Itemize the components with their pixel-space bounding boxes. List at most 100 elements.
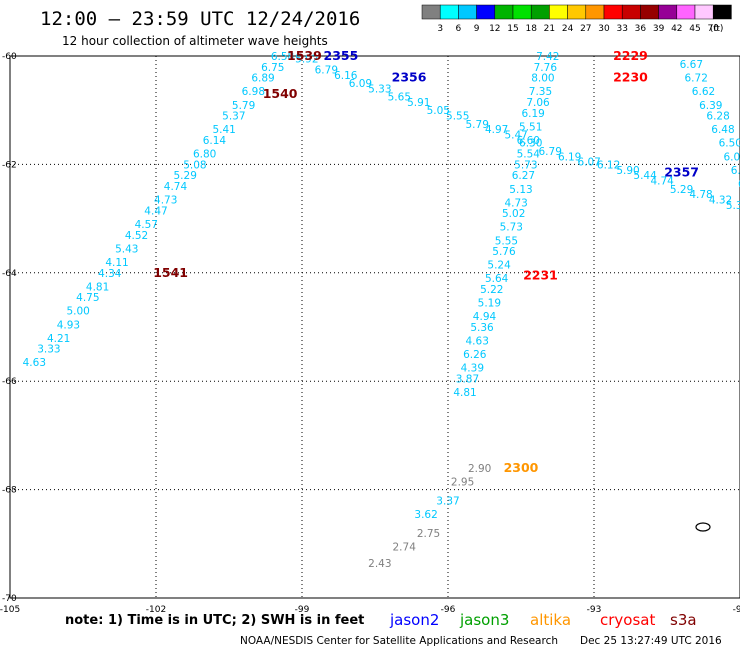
- wave-height-point: 4.63: [23, 357, 46, 369]
- wave-height-point: 2.95: [451, 476, 474, 488]
- legend-label: 39: [653, 24, 665, 34]
- legend-swatch: [676, 4, 696, 20]
- legend-label: 45: [689, 24, 700, 34]
- wave-height-point: 4.11: [105, 257, 128, 269]
- wave-height-point: 5.73: [514, 159, 537, 171]
- wave-height-point: 2.75: [417, 528, 440, 540]
- wave-height-point: 4.81: [453, 387, 476, 399]
- x-tick-label: -105: [0, 605, 20, 615]
- wave-height-point: 4.57: [135, 219, 158, 231]
- wave-height-point: 5.29: [174, 170, 197, 182]
- wave-height-point: 6.09: [349, 78, 372, 90]
- wave-height-point: 6.79: [539, 146, 562, 158]
- color-legend: 3 6 9 12 15 18 21 24 27 30 33 36 39 42 45 70(ft): [421, 4, 732, 34]
- wave-height-point: 5.44: [633, 170, 657, 182]
- wave-height-point: 6.67: [680, 59, 703, 71]
- legend-swatch: [530, 4, 550, 20]
- wave-height-point: 5.65: [388, 92, 411, 104]
- y-tick-label: -70: [2, 594, 17, 604]
- wave-height-point: 4.81: [86, 281, 109, 293]
- wave-height-point: 6.50: [719, 138, 740, 150]
- wave-height-point: 6.19: [521, 108, 544, 120]
- y-tick-label: -68: [2, 486, 17, 496]
- legend-swatch: [585, 4, 605, 20]
- wave-height-point: 5.47: [504, 130, 527, 142]
- wave-height-point: 6.09: [738, 178, 740, 190]
- satellite-legend-jason3: jason3: [459, 611, 509, 629]
- wave-height-point: 6.58: [271, 51, 294, 63]
- x-tick-label: -102: [146, 605, 166, 615]
- wave-height-point: 4.52: [125, 230, 148, 242]
- legend-label: 24: [562, 24, 574, 34]
- legend-label: 30: [598, 24, 610, 34]
- pass-time-label: 2355: [324, 48, 359, 63]
- axis-ticks: -105 -102 -99 -96 -93 -90 -60 -62 -64 -66 -68 -70: [0, 52, 740, 615]
- wave-height-point: 8.00: [531, 73, 554, 85]
- wave-height-point: 5.41: [212, 124, 235, 136]
- x-tick-label: -90: [733, 605, 740, 615]
- pass-time-label: 1540: [263, 86, 298, 101]
- legend-label: 6: [456, 24, 462, 34]
- satellite-key: jason2 jason3 altika cryosat s3a: [389, 611, 697, 629]
- wave-height-point: 6.26: [463, 349, 487, 361]
- wave-height-point: 4.74: [164, 181, 188, 193]
- wave-height-point: 5.79: [232, 100, 255, 112]
- wave-height-point: 5.29: [670, 184, 693, 196]
- wave-height-point: 5.22: [480, 284, 503, 296]
- legend-swatch: [476, 4, 496, 20]
- wave-height-point: 5.55: [446, 111, 469, 123]
- wave-height-point: 7.06: [526, 97, 550, 109]
- wave-height-point: 5.13: [509, 184, 532, 196]
- wave-height-point: 4.32: [709, 195, 732, 207]
- wave-height-point: 5.02: [502, 208, 525, 220]
- legend-unit: (ft): [710, 24, 724, 34]
- wave-height-point: 6.79: [315, 65, 338, 77]
- wave-height-point: 6.80: [193, 149, 216, 161]
- pass-time-label: 2231: [523, 268, 558, 283]
- wave-height-point: 6.98: [242, 86, 265, 98]
- wave-height-point: 6.27: [512, 170, 535, 182]
- legend-label: 36: [635, 24, 647, 34]
- wave-height-point: 5.90: [616, 165, 639, 177]
- wave-height-point: 7.76: [534, 62, 558, 74]
- wave-height-point: 6.89: [251, 73, 274, 85]
- y-tick-label: -60: [2, 52, 17, 62]
- wave-height-point: 6.39: [699, 100, 722, 112]
- wave-height-point: 4.75: [76, 292, 99, 304]
- wave-height-point: 5.92: [295, 54, 318, 66]
- island-outline: [695, 522, 711, 532]
- legend-swatch: [658, 4, 678, 20]
- pass-time-label: 1541: [153, 265, 188, 280]
- wave-height-point: 2.74: [393, 542, 417, 554]
- wave-height-point: 5.76: [492, 246, 516, 258]
- wave-height-point: 5.73: [500, 222, 523, 234]
- wave-height-point: 6.07: [577, 157, 600, 169]
- x-tick-label: -99: [295, 605, 310, 615]
- wave-height-point: 6.30: [519, 138, 542, 150]
- pass-time-labels: 2355 2356 2357 1539 1540 1541 2229 2230 2231 2300…: [153, 48, 740, 475]
- wave-height-point: 4.78: [689, 189, 712, 201]
- legend-swatch: [694, 4, 714, 20]
- wave-height-point: 5.36: [470, 322, 494, 334]
- legend-swatch: [512, 4, 532, 20]
- wave-height-point: 6.48: [711, 124, 734, 136]
- wave-height-point: 5.43: [115, 243, 138, 255]
- wave-height-point: 4.47: [144, 205, 167, 217]
- wave-height-point: 6.72: [685, 73, 708, 85]
- wave-height-point: 4.73: [154, 195, 177, 207]
- grid-lines: [10, 56, 740, 598]
- wave-height-point: 5.55: [495, 235, 518, 247]
- wave-height-point: 5.05: [427, 105, 450, 117]
- satellite-legend-s3a: s3a: [670, 611, 697, 629]
- wave-height-point: 4.73: [504, 197, 527, 209]
- legend-label: 15: [507, 24, 518, 34]
- wave-height-point: 5.24: [487, 260, 511, 272]
- wave-height-point: 5.64: [485, 273, 509, 285]
- legend-swatch: [494, 4, 514, 20]
- wave-height-point: 2.43: [368, 558, 391, 570]
- wave-height-point: 6.14: [203, 135, 227, 147]
- wave-height-point: 3.87: [456, 373, 479, 385]
- y-tick-label: -64: [2, 269, 17, 279]
- legend-swatch: [549, 4, 568, 20]
